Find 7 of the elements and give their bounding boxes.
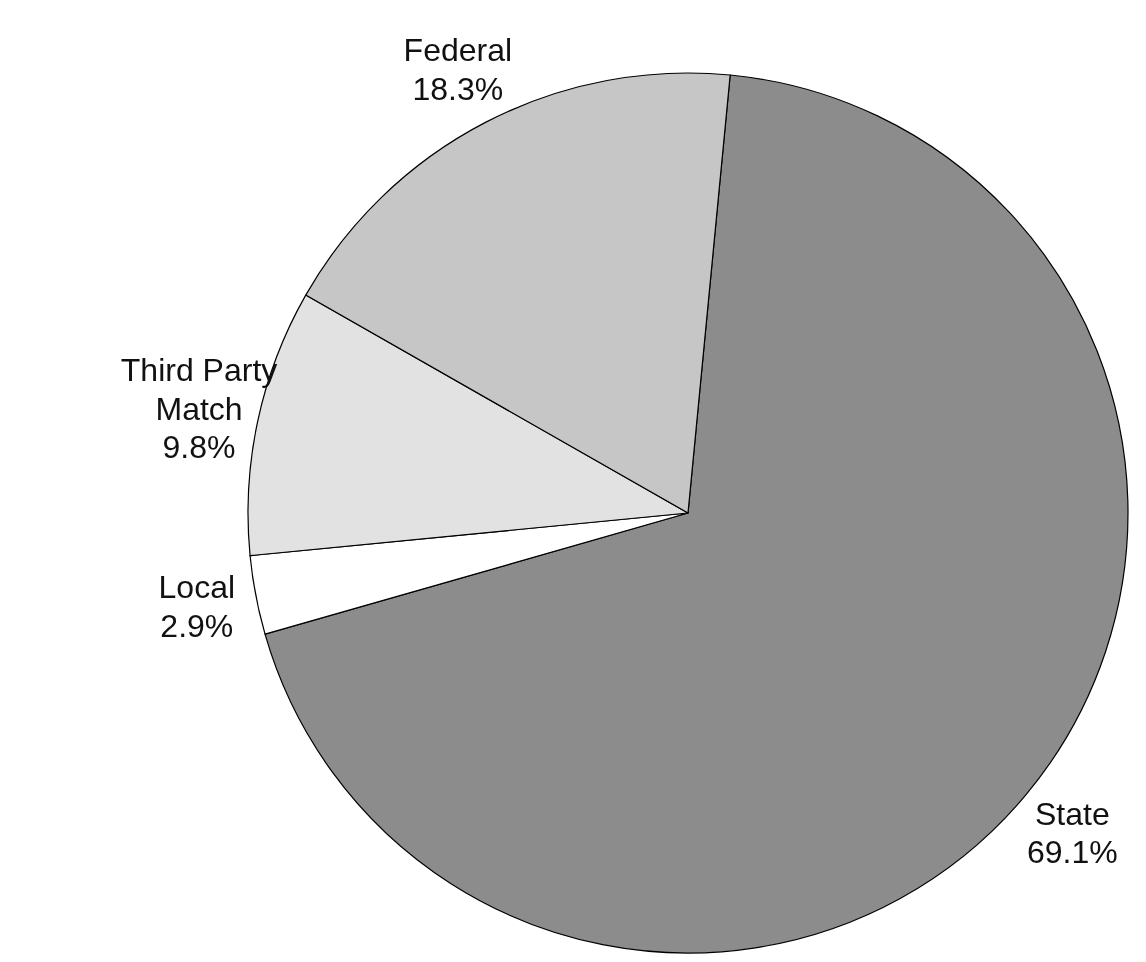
data-label: 2.9% — [160, 607, 234, 644]
data-label: 18.3% — [412, 70, 504, 107]
slice-label: State — [1035, 795, 1110, 832]
data-label: 9.8% — [162, 429, 236, 466]
data-label: 69.1% — [1027, 834, 1118, 871]
slice-label: Local — [158, 569, 236, 606]
slice-label: Federal — [403, 32, 513, 69]
